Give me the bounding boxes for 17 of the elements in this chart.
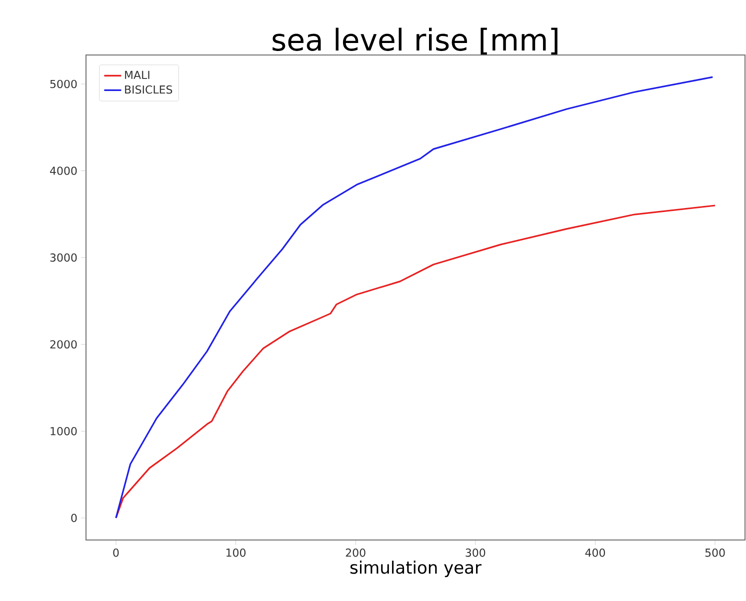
x-tick-label: 200 <box>346 548 366 557</box>
x-axis-title: simulation year <box>350 560 482 578</box>
chart-title: sea level rise [mm] <box>272 28 558 54</box>
x-tick-label: 300 <box>466 548 486 557</box>
x-tick-label: 0 <box>113 548 119 557</box>
legend-label: MALI <box>125 70 150 79</box>
y-tick-label: 1000 <box>50 426 77 436</box>
line-series <box>115 204 716 519</box>
legend-label: BISICLES <box>125 85 172 94</box>
x-tick-label: 500 <box>705 548 725 557</box>
y-tick-label: 4000 <box>50 166 77 175</box>
y-tick-label: 2000 <box>50 340 77 349</box>
y-tick-label: 3000 <box>50 253 77 262</box>
x-tick-label: 100 <box>226 548 246 557</box>
y-tick-label: 0 <box>71 514 77 522</box>
y-tick-label: 5000 <box>50 80 77 88</box>
x-tick-label: 400 <box>585 548 605 557</box>
